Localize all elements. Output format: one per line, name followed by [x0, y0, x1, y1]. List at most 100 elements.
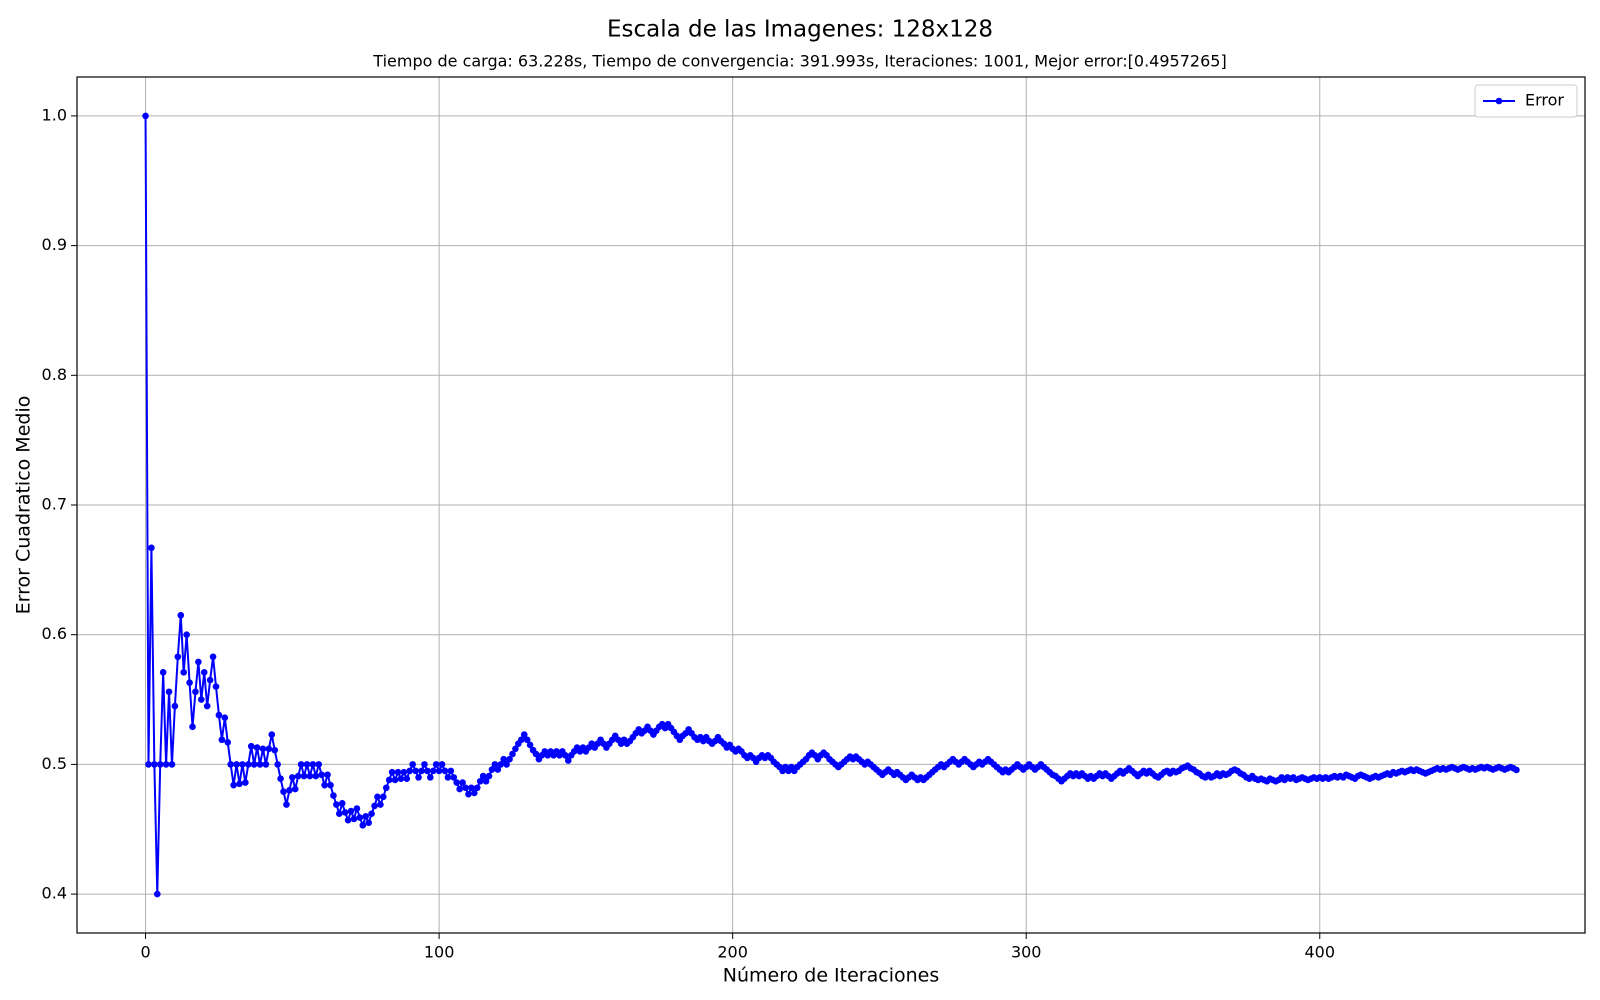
point — [388, 768, 396, 776]
point — [286, 787, 293, 794]
point — [374, 793, 381, 801]
point — [382, 784, 390, 792]
point — [250, 761, 258, 768]
point — [151, 761, 158, 768]
point — [224, 739, 232, 746]
point — [330, 792, 337, 799]
point — [479, 772, 487, 780]
point — [315, 761, 323, 768]
point — [195, 658, 202, 666]
point — [517, 736, 525, 744]
point — [271, 746, 279, 754]
point — [324, 771, 331, 779]
point — [338, 800, 346, 807]
point — [291, 785, 299, 793]
point — [421, 761, 428, 768]
point — [503, 761, 510, 768]
point — [277, 775, 284, 782]
point — [333, 801, 340, 808]
point — [318, 771, 325, 779]
point — [491, 761, 499, 768]
point — [485, 772, 493, 780]
point — [171, 702, 179, 710]
point — [494, 766, 502, 773]
point — [156, 761, 164, 768]
point — [488, 766, 496, 773]
point — [462, 784, 469, 792]
y-tick-label: 1.0 — [42, 105, 67, 124]
point — [415, 774, 422, 781]
point — [377, 801, 384, 808]
point — [233, 761, 240, 768]
point — [297, 761, 305, 768]
point — [200, 669, 208, 676]
point — [365, 819, 372, 827]
point — [177, 611, 185, 619]
point — [465, 790, 472, 798]
x-axis-label: Número de Iteraciones — [723, 965, 939, 987]
point — [497, 761, 505, 768]
x-tick-label: 200 — [717, 943, 748, 962]
point — [512, 745, 519, 753]
point — [247, 742, 255, 750]
point — [350, 815, 358, 823]
x-tick-label: 400 — [1304, 943, 1335, 962]
point — [397, 775, 405, 782]
point — [1513, 766, 1520, 774]
point — [426, 774, 434, 781]
point — [432, 761, 440, 768]
point — [309, 761, 317, 768]
point — [168, 761, 176, 768]
point — [236, 780, 243, 788]
point — [180, 669, 188, 676]
point — [564, 757, 572, 764]
y-tick-label: 0.8 — [42, 365, 67, 384]
point — [435, 767, 443, 775]
point — [520, 731, 528, 738]
point — [265, 745, 273, 753]
point — [283, 801, 290, 808]
point — [294, 772, 302, 780]
legend-marker — [1495, 97, 1503, 105]
point — [456, 785, 463, 793]
point — [174, 653, 182, 661]
point — [218, 736, 226, 744]
plot-frame — [76, 76, 1586, 934]
point — [280, 788, 287, 795]
point — [450, 774, 458, 781]
point — [341, 809, 349, 816]
point — [274, 761, 281, 768]
point — [289, 774, 296, 781]
point — [189, 723, 196, 731]
point — [468, 784, 475, 792]
x-tick-label: 0 — [140, 943, 150, 962]
chart-subtitle: Tiempo de carga: 63.228s, Tiempo de conv… — [372, 52, 1226, 71]
point — [239, 761, 246, 768]
point — [230, 781, 237, 789]
point — [153, 890, 161, 898]
point — [186, 679, 193, 686]
point — [253, 744, 261, 751]
point — [221, 714, 229, 722]
point — [394, 768, 402, 776]
x-tick-label: 300 — [1011, 943, 1042, 962]
y-axis-label: Error Cuadratico Medio — [13, 396, 35, 615]
point — [509, 750, 516, 758]
point — [206, 676, 214, 684]
point — [418, 767, 425, 775]
point — [459, 779, 466, 786]
point — [183, 631, 190, 638]
point — [400, 768, 408, 776]
point — [371, 802, 378, 810]
y-tick-label: 0.7 — [42, 495, 67, 514]
point — [385, 776, 393, 784]
y-tick-label: 0.6 — [42, 624, 67, 643]
point — [209, 653, 217, 661]
point — [523, 736, 531, 744]
point — [148, 544, 155, 552]
point — [244, 761, 252, 768]
point — [412, 767, 419, 775]
x-tick-label: 100 — [424, 943, 455, 962]
point — [242, 779, 249, 786]
